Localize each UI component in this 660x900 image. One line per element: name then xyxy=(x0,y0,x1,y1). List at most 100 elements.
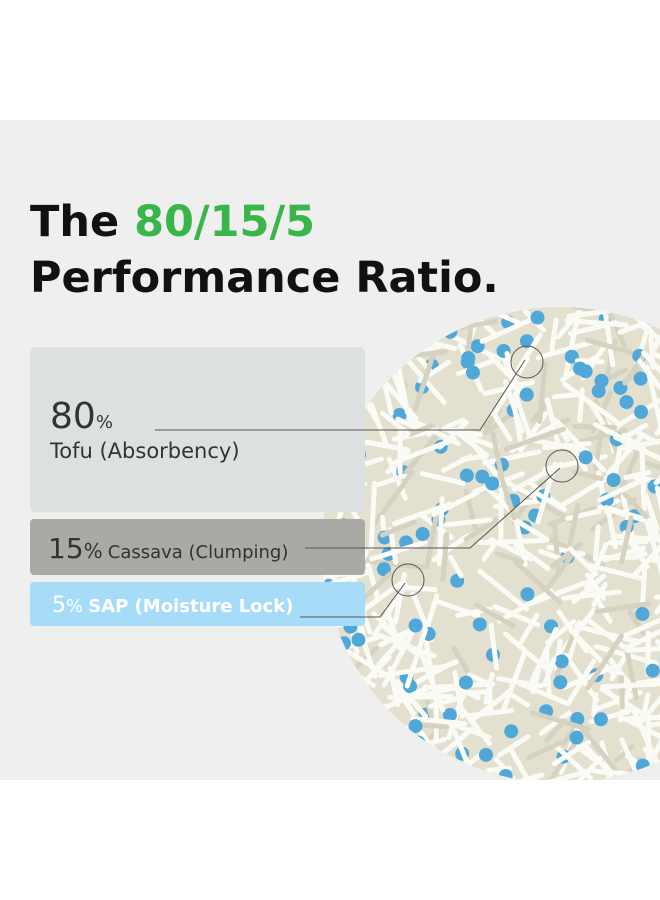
litter-stick xyxy=(536,767,596,780)
litter-stick xyxy=(460,783,497,829)
litter-bead xyxy=(415,526,430,541)
litter-bead xyxy=(465,365,480,380)
litter-stick xyxy=(359,558,425,570)
litter-stick xyxy=(550,541,584,569)
litter-stick xyxy=(654,485,660,519)
litter-stick xyxy=(583,541,609,594)
tofu-number: 80 xyxy=(50,396,96,437)
litter-stick xyxy=(433,598,481,619)
litter-stick xyxy=(649,557,660,573)
litter-stick xyxy=(585,633,624,691)
litter-bead xyxy=(461,351,476,366)
litter-stick xyxy=(448,554,464,579)
litter-stick xyxy=(563,313,581,377)
litter-stick xyxy=(556,472,615,510)
litter-stick xyxy=(495,551,525,565)
litter-stick xyxy=(460,453,489,462)
litter-stick xyxy=(623,492,649,520)
litter-stick xyxy=(354,618,378,679)
litter-bead xyxy=(578,364,593,379)
litter-stick xyxy=(643,492,660,533)
litter-bead xyxy=(504,724,519,739)
litter-stick xyxy=(387,527,399,565)
litter-stick xyxy=(384,606,403,651)
litter-bead xyxy=(530,310,545,325)
leader-cassava xyxy=(305,467,561,549)
litter-bead xyxy=(376,562,391,577)
sap-label: SAP (Moisture Lock) xyxy=(88,596,293,617)
litter-stick xyxy=(563,785,602,826)
litter-stick xyxy=(414,774,460,780)
litter-stick xyxy=(393,798,446,803)
litter-stick xyxy=(619,422,649,442)
litter-stick xyxy=(592,421,646,451)
litter-stick xyxy=(507,745,535,780)
tofu-percent: 80% xyxy=(50,396,113,437)
litter-stick xyxy=(644,364,660,431)
litter-stick xyxy=(391,680,416,717)
litter-stick xyxy=(614,612,660,642)
litter-stick xyxy=(535,340,593,361)
litter-stick xyxy=(414,660,456,685)
litter-stick xyxy=(508,779,535,780)
litter-stick xyxy=(504,689,531,708)
litter-stick xyxy=(537,548,563,561)
litter-bead xyxy=(408,618,423,633)
litter-stick xyxy=(440,531,450,583)
litter-stick xyxy=(568,627,616,676)
litter-stick xyxy=(567,502,581,548)
litter-stick xyxy=(625,785,651,814)
litter-stick xyxy=(395,416,432,437)
litter-stick xyxy=(379,519,417,538)
litter-stick xyxy=(613,744,635,763)
litter-stick xyxy=(545,783,579,796)
litter-stick xyxy=(562,381,620,425)
litter-stick xyxy=(570,741,596,762)
title-lead: The xyxy=(30,197,119,247)
litter-bead xyxy=(459,468,474,483)
litter-stick xyxy=(620,778,648,780)
litter-stick xyxy=(368,480,378,551)
litter-stick xyxy=(535,461,558,525)
litter-stick xyxy=(481,539,499,562)
litter-stick xyxy=(410,715,468,727)
litter-stick xyxy=(623,470,652,480)
litter-stick xyxy=(492,355,531,416)
cassava-number: 15 xyxy=(48,532,84,565)
litter-stick xyxy=(574,358,605,365)
litter-stick xyxy=(369,539,428,562)
litter-stick xyxy=(447,778,458,780)
litter-stick xyxy=(597,479,642,503)
litter-bead xyxy=(578,450,593,465)
litter-stick xyxy=(572,469,604,481)
litter-stick xyxy=(543,649,552,697)
litter-stick xyxy=(603,367,629,383)
litter-stick xyxy=(463,512,507,542)
litter-stick xyxy=(645,714,660,729)
litter-stick xyxy=(567,546,599,577)
litter-stick xyxy=(496,734,531,758)
tofu-label: Tofu (Absorbency) xyxy=(49,439,240,463)
litter-stick xyxy=(490,409,513,442)
title-line-1: The 80/15/5 xyxy=(30,197,315,247)
litter-bead xyxy=(458,675,473,690)
sap-box xyxy=(30,582,365,626)
litter-bead xyxy=(442,708,457,723)
litter-stick xyxy=(488,792,512,812)
litter-stick xyxy=(618,674,625,710)
litter-stick xyxy=(526,740,564,761)
litter-bead xyxy=(645,663,660,678)
litter-stick xyxy=(538,710,572,736)
litter-stick xyxy=(451,645,470,674)
litter-stick xyxy=(496,676,544,689)
sap-number: 5 xyxy=(52,593,66,618)
litter-stick xyxy=(651,776,660,780)
callout-sap xyxy=(391,563,425,597)
litter-stick xyxy=(640,563,648,607)
litter-stick xyxy=(392,792,393,830)
litter-stick xyxy=(641,350,660,374)
litter-stick xyxy=(644,711,660,773)
tofu-unit: % xyxy=(96,412,113,433)
litter-stick xyxy=(528,580,589,606)
